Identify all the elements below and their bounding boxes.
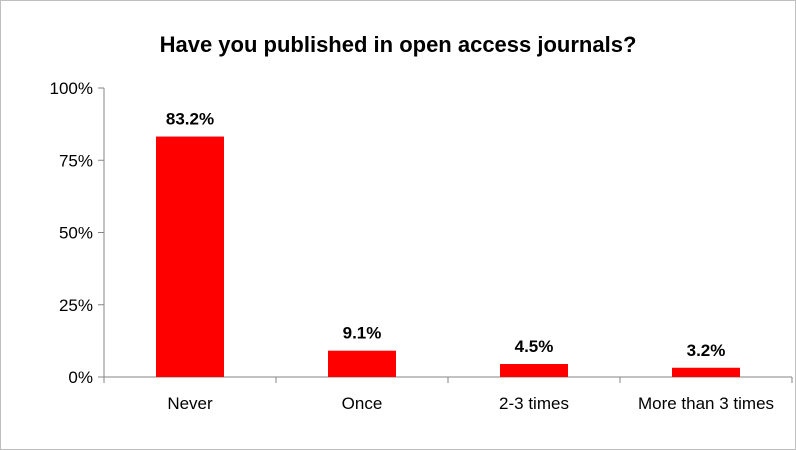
x-tick-label: 2-3 times bbox=[499, 394, 569, 413]
chart-labels: 83.2% Never 9.1% Once 4.5% 2-3 times 3.2% More … bbox=[166, 110, 774, 413]
bar bbox=[156, 136, 224, 377]
x-tick-label: More than 3 times bbox=[638, 394, 774, 413]
y-tick-label: 0% bbox=[68, 368, 93, 387]
chart-bars bbox=[156, 136, 740, 377]
y-tick-label: 25% bbox=[59, 296, 93, 315]
bar bbox=[672, 367, 740, 377]
data-label: 3.2% bbox=[687, 341, 726, 360]
data-label: 83.2% bbox=[166, 110, 214, 129]
y-tick-label: 100% bbox=[50, 79, 93, 98]
data-label: 9.1% bbox=[343, 324, 382, 343]
bar bbox=[500, 363, 568, 377]
x-tick-label: Never bbox=[167, 394, 213, 413]
chart-title: Have you published in open access journa… bbox=[159, 32, 637, 57]
y-tick-label: 50% bbox=[59, 224, 93, 243]
data-label: 4.5% bbox=[515, 337, 554, 356]
y-tick-label: 75% bbox=[59, 151, 93, 170]
x-tick-label: Once bbox=[342, 394, 383, 413]
bar bbox=[328, 350, 396, 377]
